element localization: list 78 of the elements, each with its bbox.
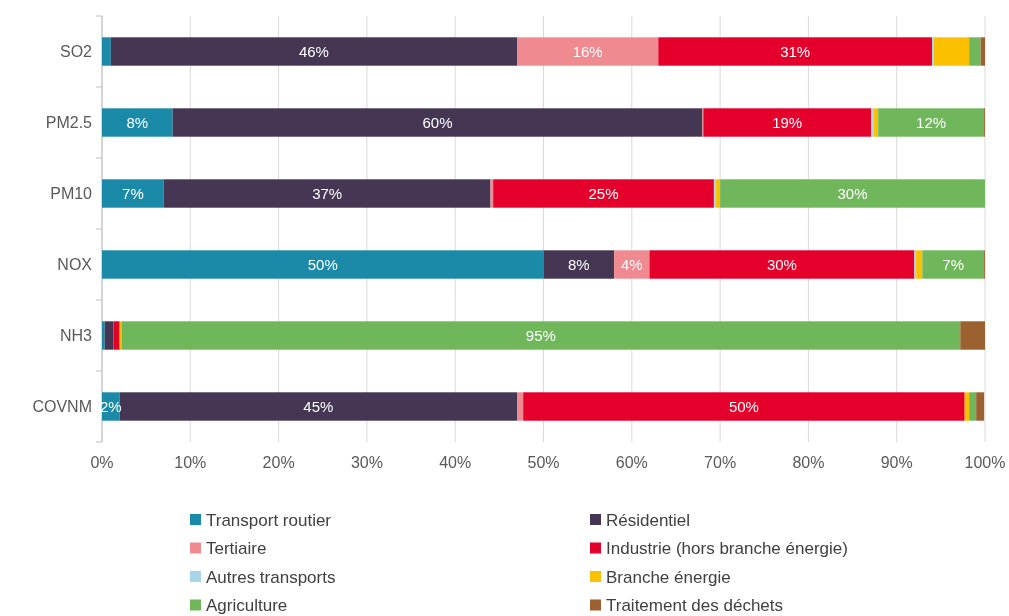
legend-label: Résidentiel	[606, 510, 691, 530]
bar	[871, 108, 874, 137]
data-label: 19%	[772, 113, 803, 131]
legend-label: Agriculture	[206, 596, 288, 616]
bar	[969, 37, 981, 66]
y-tick-label: COVNM	[32, 398, 92, 416]
data-label: 8%	[567, 255, 590, 273]
bar	[102, 37, 111, 66]
bar	[976, 392, 985, 421]
bar	[922, 250, 985, 279]
x-tick-label: 100%	[964, 454, 1006, 471]
bar	[113, 321, 120, 350]
bar	[873, 108, 879, 137]
bar	[163, 179, 491, 208]
bar	[720, 179, 985, 208]
data-label: 8%	[126, 113, 149, 131]
data-label: 30%	[766, 255, 797, 273]
bar	[121, 321, 961, 350]
x-tick-label: 30%	[350, 454, 383, 471]
bar	[916, 250, 923, 279]
data-label: 4%	[620, 255, 643, 273]
bar	[110, 37, 518, 66]
legend-label: Traitement des déchets	[606, 596, 784, 616]
legend-label: Branche énergie	[606, 567, 731, 587]
bar	[933, 37, 970, 66]
bar	[658, 37, 933, 66]
x-tick-label: 20%	[262, 454, 295, 471]
data-label: 45%	[303, 397, 334, 415]
bar	[172, 108, 703, 137]
x-tick-label: 80%	[792, 454, 825, 471]
data-label: 30%	[837, 184, 868, 202]
x-tick-label: 90%	[880, 454, 913, 471]
data-label: 60%	[422, 113, 453, 131]
data-label: 12%	[916, 113, 947, 131]
y-tick-label: NH3	[59, 327, 93, 345]
y-tick-label: PM2.5	[45, 114, 93, 132]
bar	[523, 392, 965, 421]
data-label: 7%	[942, 255, 965, 273]
bar	[703, 108, 872, 137]
legend-label: Tertiaire	[206, 539, 267, 559]
x-tick-label: 60%	[615, 454, 648, 471]
bar	[102, 250, 544, 279]
data-label: 46%	[298, 42, 329, 60]
bar	[878, 108, 985, 137]
bar	[102, 321, 105, 350]
bar	[102, 179, 164, 208]
data-label: 50%	[728, 397, 759, 415]
bar	[102, 108, 173, 137]
y-tick-label: NOX	[57, 256, 93, 274]
data-label: 31%	[780, 42, 811, 60]
legend-label: Autres transports	[206, 567, 336, 587]
bar	[980, 37, 985, 66]
bar	[960, 321, 985, 350]
data-label: 50%	[307, 255, 338, 273]
bar	[119, 392, 518, 421]
legend-label: Transport routier	[206, 510, 332, 530]
bar	[517, 37, 659, 66]
bar	[969, 392, 977, 421]
data-label: 16%	[572, 42, 603, 60]
bar	[543, 250, 615, 279]
bar	[104, 321, 114, 350]
bar	[493, 179, 714, 208]
legend-label: Industrie (hors branche énergie)	[606, 539, 848, 559]
bar	[649, 250, 915, 279]
x-tick-label: 50%	[527, 454, 560, 471]
y-tick-label: SO2	[59, 43, 93, 61]
bar	[715, 179, 721, 208]
x-tick-label: 0%	[90, 454, 114, 471]
data-label: 7%	[122, 184, 144, 202]
x-tick-label: 10%	[174, 454, 207, 471]
x-tick-label: 40%	[439, 454, 472, 471]
data-label: 25%	[588, 184, 619, 202]
data-label: 37%	[312, 184, 343, 202]
x-tick-label: 70%	[704, 454, 737, 471]
y-tick-label: PM10	[50, 185, 93, 203]
bar	[964, 392, 970, 421]
data-label: 95%	[525, 326, 556, 344]
bar	[517, 392, 524, 421]
